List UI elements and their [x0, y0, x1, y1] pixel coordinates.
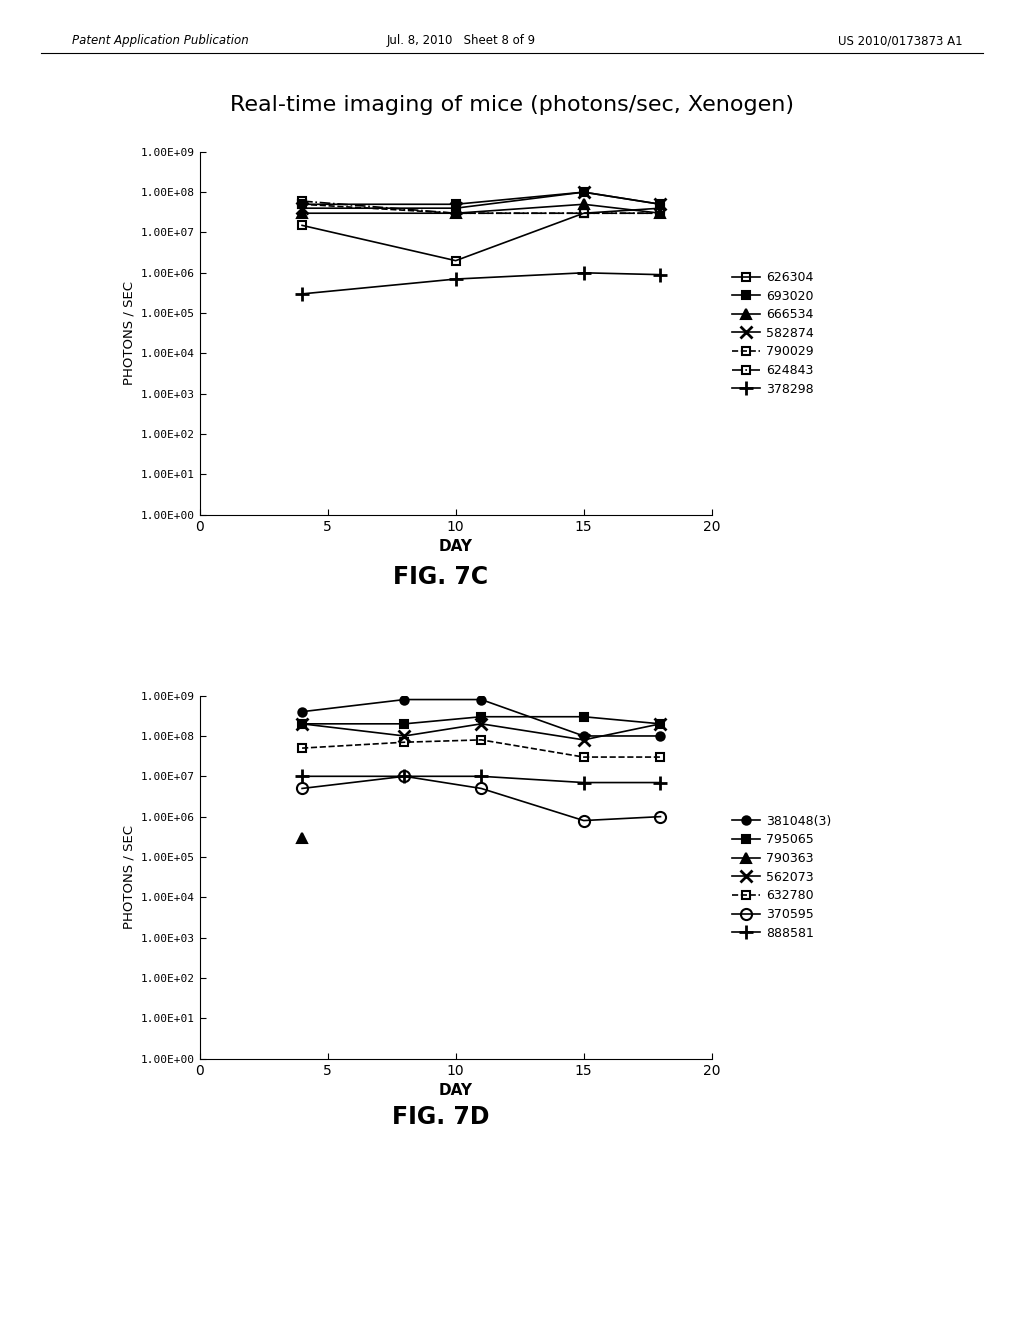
790029 — [578, 206, 590, 222]
888581 — [475, 768, 487, 784]
693020 — [578, 185, 590, 201]
Line: 888581: 888581 — [295, 770, 668, 789]
632780 — [654, 750, 667, 766]
378298 — [450, 271, 462, 286]
666534 — [654, 206, 667, 222]
666534 — [296, 206, 308, 222]
562073 — [398, 729, 411, 744]
Line: 562073: 562073 — [297, 718, 666, 746]
795065 — [475, 709, 487, 725]
Line: 666534: 666534 — [297, 199, 666, 218]
582874 — [578, 185, 590, 201]
562073 — [296, 715, 308, 731]
370595 — [475, 780, 487, 796]
Text: Real-time imaging of mice (photons/sec, Xenogen): Real-time imaging of mice (photons/sec, … — [230, 95, 794, 115]
370595 — [296, 780, 308, 796]
381048(3) — [475, 692, 487, 708]
888581 — [578, 775, 590, 791]
790029 — [450, 206, 462, 222]
Legend: 381048(3), 795065, 790363, 562073, 632780, 370595, 888581: 381048(3), 795065, 790363, 562073, 63278… — [727, 809, 836, 945]
626304 — [296, 218, 308, 234]
Text: FIG. 7C: FIG. 7C — [393, 565, 487, 589]
Line: 378298: 378298 — [295, 265, 668, 301]
X-axis label: DAY: DAY — [438, 539, 473, 554]
370595 — [654, 809, 667, 825]
Line: 582874: 582874 — [297, 186, 666, 214]
790029 — [654, 206, 667, 222]
795065 — [296, 715, 308, 731]
626304 — [578, 206, 590, 222]
624843 — [450, 206, 462, 222]
582874 — [450, 201, 462, 216]
Text: FIG. 7D: FIG. 7D — [391, 1105, 489, 1129]
378298 — [578, 265, 590, 281]
795065 — [578, 709, 590, 725]
Line: 626304: 626304 — [298, 205, 665, 265]
624843 — [654, 206, 667, 222]
624843 — [578, 206, 590, 222]
693020 — [450, 197, 462, 213]
378298 — [296, 286, 308, 302]
693020 — [296, 197, 308, 213]
562073 — [654, 715, 667, 731]
Text: US 2010/0173873 A1: US 2010/0173873 A1 — [838, 34, 963, 48]
370595 — [578, 813, 590, 829]
Line: 632780: 632780 — [298, 735, 665, 762]
562073 — [578, 733, 590, 748]
Line: 795065: 795065 — [298, 713, 665, 729]
693020 — [654, 197, 667, 213]
888581 — [654, 775, 667, 791]
632780 — [578, 750, 590, 766]
Line: 381048(3): 381048(3) — [298, 696, 665, 741]
582874 — [654, 197, 667, 213]
795065 — [398, 715, 411, 731]
Text: Jul. 8, 2010   Sheet 8 of 9: Jul. 8, 2010 Sheet 8 of 9 — [386, 34, 536, 48]
888581 — [296, 768, 308, 784]
582874 — [296, 201, 308, 216]
790029 — [296, 197, 308, 213]
888581 — [398, 768, 411, 784]
Text: Patent Application Publication: Patent Application Publication — [72, 34, 249, 48]
632780 — [475, 733, 487, 748]
381048(3) — [654, 729, 667, 744]
795065 — [654, 715, 667, 731]
666534 — [450, 206, 462, 222]
378298 — [654, 267, 667, 282]
Line: 693020: 693020 — [298, 187, 665, 209]
Line: 790029: 790029 — [298, 201, 665, 218]
381048(3) — [578, 729, 590, 744]
381048(3) — [296, 704, 308, 719]
Legend: 626304, 693020, 666534, 582874, 790029, 624843, 378298: 626304, 693020, 666534, 582874, 790029, … — [727, 265, 818, 401]
X-axis label: DAY: DAY — [438, 1082, 473, 1098]
Y-axis label: PHOTONS / SEC: PHOTONS / SEC — [122, 825, 135, 929]
Line: 370595: 370595 — [297, 771, 666, 826]
370595 — [398, 768, 411, 784]
626304 — [450, 252, 462, 268]
632780 — [296, 741, 308, 756]
Y-axis label: PHOTONS / SEC: PHOTONS / SEC — [122, 281, 135, 385]
624843 — [296, 193, 308, 209]
Line: 624843: 624843 — [298, 197, 665, 218]
562073 — [475, 715, 487, 731]
666534 — [578, 197, 590, 213]
632780 — [398, 734, 411, 750]
626304 — [654, 201, 667, 216]
381048(3) — [398, 692, 411, 708]
